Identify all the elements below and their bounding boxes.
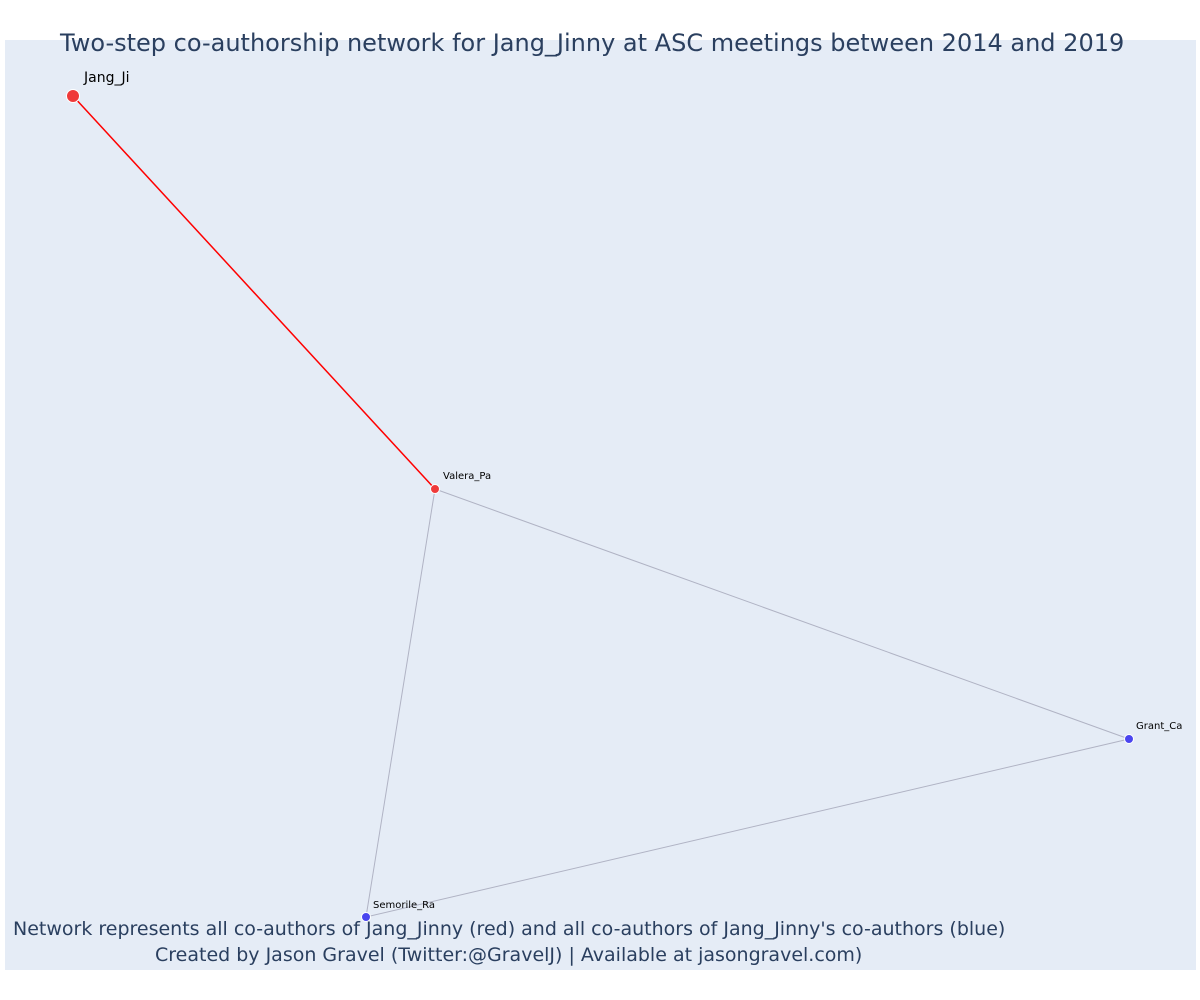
caption-line-1: Network represents all co-authors of Jan… — [13, 918, 1006, 940]
node-label-jang: Jang_Ji — [83, 70, 130, 86]
node-valera[interactable] — [430, 484, 440, 494]
edge-grant-semorile — [365, 738, 1130, 918]
edge-valera-grant — [434, 488, 1130, 740]
node-grant[interactable] — [1124, 734, 1134, 744]
node-jang[interactable] — [66, 89, 80, 103]
node-label-semorile: Semorile_Ra — [373, 900, 435, 911]
node-label-grant: Grant_Ca — [1136, 721, 1182, 732]
node-label-valera: Valera_Pa — [443, 471, 491, 482]
node-semorile[interactable] — [361, 912, 371, 922]
caption-line-2: Created by Jason Gravel (Twitter:@Gravel… — [155, 944, 863, 966]
chart-title: Two-step co-authorship network for Jang_… — [60, 29, 1125, 57]
edge-jang-valera — [72, 95, 436, 490]
edge-valera-semorile — [365, 488, 436, 918]
plot-area — [5, 40, 1196, 970]
